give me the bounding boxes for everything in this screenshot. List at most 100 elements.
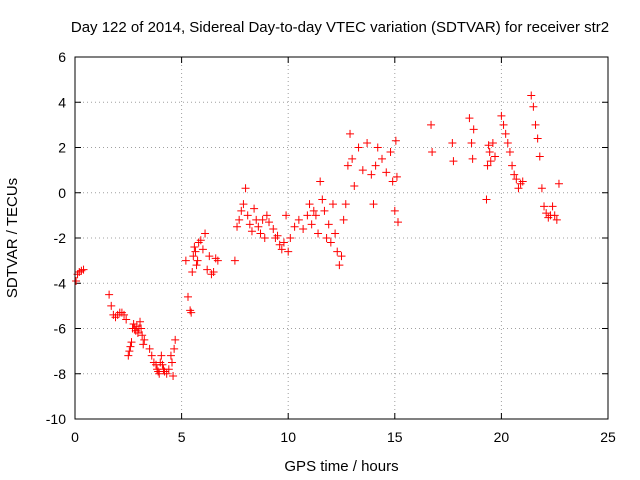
- data-point: [346, 129, 355, 138]
- data-point: [79, 265, 88, 274]
- data-point: [335, 261, 344, 270]
- data-point: [314, 229, 323, 238]
- data-point: [120, 310, 129, 319]
- data-point: [367, 170, 376, 179]
- data-point: [213, 256, 222, 265]
- data-point: [187, 308, 196, 317]
- data-point: [164, 365, 173, 374]
- data-point: [77, 266, 86, 275]
- data-point: [136, 317, 145, 326]
- data-point: [512, 175, 521, 184]
- data-point: [194, 238, 203, 247]
- data-point: [290, 222, 299, 231]
- data-point: [186, 306, 195, 315]
- data-point: [181, 256, 190, 265]
- data-point: [328, 200, 337, 209]
- data-point: [111, 313, 120, 322]
- data-point: [105, 290, 114, 299]
- data-point: [299, 224, 308, 233]
- data-point: [527, 91, 536, 100]
- data-point: [262, 211, 271, 220]
- data-point: [196, 236, 205, 245]
- data-point: [358, 166, 367, 175]
- data-point: [371, 161, 380, 170]
- data-point: [309, 206, 318, 215]
- data-point: [239, 200, 248, 209]
- data-point: [198, 245, 207, 254]
- data-point: [468, 154, 477, 163]
- data-point: [166, 351, 175, 360]
- data-point: [467, 138, 476, 147]
- data-point: [117, 308, 126, 317]
- data-point: [233, 222, 242, 231]
- data-point: [75, 267, 84, 276]
- data-point: [127, 338, 136, 347]
- data-point: [311, 211, 320, 220]
- data-point: [133, 329, 142, 338]
- data-point: [241, 184, 250, 193]
- data-point: [303, 211, 312, 220]
- data-point: [137, 324, 146, 333]
- chart-title: Day 122 of 2014, Sidereal Day-to-day VTE…: [71, 19, 609, 36]
- data-point: [192, 261, 201, 270]
- y-tick-label: -10: [46, 411, 66, 427]
- data-point: [250, 204, 259, 213]
- data-point: [392, 172, 401, 181]
- data-point: [305, 200, 314, 209]
- data-point: [243, 211, 252, 220]
- x-tick-label: 15: [387, 429, 403, 445]
- data-points: [72, 91, 563, 381]
- data-point: [518, 177, 527, 186]
- data-point: [168, 358, 177, 367]
- data-point: [269, 224, 278, 233]
- data-point: [316, 177, 325, 186]
- y-tick-label: 4: [58, 94, 66, 110]
- data-point: [537, 184, 546, 193]
- data-point: [201, 229, 210, 238]
- data-point: [162, 369, 171, 378]
- data-point: [550, 211, 559, 220]
- data-point: [482, 195, 491, 204]
- data-point: [107, 301, 116, 310]
- data-point: [190, 243, 199, 252]
- data-point: [465, 114, 474, 123]
- data-point: [191, 247, 200, 256]
- data-point: [209, 267, 218, 276]
- data-point: [138, 331, 147, 340]
- y-tick-label: -4: [54, 275, 67, 291]
- data-point: [542, 209, 551, 218]
- y-tick-labels: -10 -8 -6 -4 -2 0 2 4 6: [46, 49, 66, 427]
- data-point: [169, 372, 178, 381]
- data-point: [145, 344, 154, 353]
- data-point: [486, 157, 495, 166]
- data-point: [284, 247, 293, 256]
- data-point: [245, 220, 254, 229]
- data-point: [378, 154, 387, 163]
- data-point: [155, 369, 164, 378]
- data-point: [258, 215, 267, 224]
- data-point: [140, 335, 149, 344]
- data-point: [544, 213, 553, 222]
- data-point: [318, 195, 327, 204]
- y-tick-label: 6: [58, 49, 66, 65]
- data-point: [320, 206, 329, 215]
- data-point: [294, 215, 303, 224]
- data-point: [449, 157, 458, 166]
- data-point: [183, 292, 192, 301]
- data-point: [388, 177, 397, 186]
- data-point: [147, 351, 156, 360]
- data-point: [158, 360, 167, 369]
- data-point: [554, 179, 563, 188]
- data-point: [535, 152, 544, 161]
- x-tick-label: 5: [178, 429, 186, 445]
- data-point: [343, 161, 352, 170]
- data-point: [211, 254, 220, 263]
- data-point: [548, 202, 557, 211]
- data-point: [237, 206, 246, 215]
- data-point: [382, 168, 391, 177]
- data-point: [339, 215, 348, 224]
- data-point: [189, 252, 198, 261]
- data-point: [273, 231, 282, 240]
- data-point: [254, 222, 263, 231]
- y-tick-label: -2: [54, 230, 67, 246]
